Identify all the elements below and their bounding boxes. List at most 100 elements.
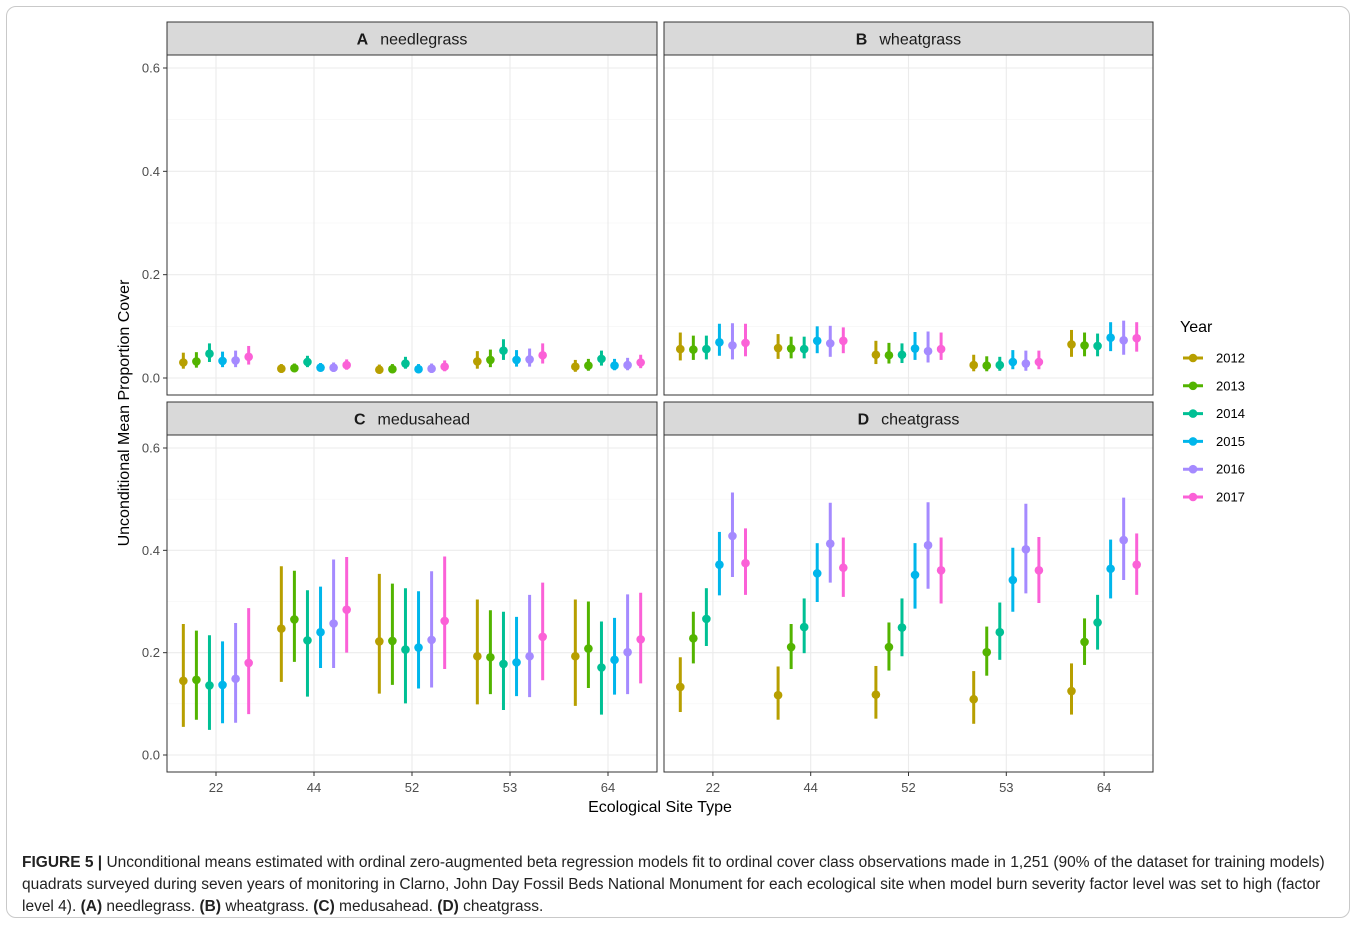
legend-entry-2016: 2016: [1183, 462, 1245, 477]
data-point: [244, 353, 253, 362]
legend-key-point: [1189, 382, 1198, 391]
x-tick-label: 64: [601, 780, 615, 795]
x-tick-label: 44: [803, 780, 817, 795]
y-axis-title: Unconditional Mean Proportion Cover: [116, 279, 133, 546]
data-point: [1022, 359, 1031, 368]
caption-d-label: (D): [437, 898, 459, 915]
data-point: [571, 362, 580, 371]
data-point: [179, 358, 188, 367]
data-point: [715, 338, 724, 347]
data-point: [774, 691, 783, 700]
data-point: [1009, 358, 1018, 367]
data-point: [231, 674, 240, 683]
panel-name: cheatgrass: [881, 412, 959, 429]
data-point: [969, 361, 978, 370]
legend-key-point: [1189, 409, 1198, 418]
data-point: [1067, 340, 1076, 349]
data-point: [924, 347, 933, 356]
data-point: [525, 355, 534, 364]
y-tick-label: 0.0: [142, 371, 160, 386]
data-point: [995, 361, 1004, 370]
data-point: [610, 656, 619, 665]
data-point: [375, 637, 384, 646]
x-tick-label: 53: [503, 780, 517, 795]
data-point: [676, 345, 685, 354]
data-point: [1106, 333, 1115, 342]
data-point: [316, 628, 325, 637]
data-point: [218, 681, 227, 690]
data-point: [1119, 536, 1128, 545]
data-point: [277, 364, 286, 373]
y-tick-label: 0.4: [142, 164, 160, 179]
legend-entry-2013: 2013: [1183, 378, 1245, 393]
data-point: [329, 619, 338, 628]
legend-label: 2017: [1216, 490, 1245, 505]
data-point: [813, 569, 822, 578]
data-point: [427, 364, 436, 373]
data-point: [702, 345, 711, 354]
x-axis-title: Ecological Site Type: [588, 799, 732, 816]
legend-label: 2013: [1216, 378, 1245, 393]
x-tick-label: 22: [706, 780, 720, 795]
data-point: [610, 361, 619, 370]
data-point: [388, 365, 397, 374]
legend-entry-2014: 2014: [1183, 406, 1245, 421]
data-point: [525, 652, 534, 661]
panel-name: wheatgrass: [878, 32, 961, 49]
caption-figure-label: FIGURE 5 |: [22, 854, 102, 871]
data-point: [205, 349, 214, 358]
data-point: [689, 345, 698, 354]
data-point: [636, 635, 645, 644]
data-point: [401, 359, 410, 368]
data-point: [728, 341, 737, 350]
data-point: [969, 695, 978, 704]
data-point: [414, 643, 423, 652]
data-point: [584, 644, 593, 653]
data-point: [375, 365, 384, 374]
data-point: [982, 648, 991, 657]
data-point: [473, 357, 482, 366]
y-tick-label: 0.2: [142, 267, 160, 282]
data-point: [499, 660, 508, 669]
legend-entry-2012: 2012: [1183, 351, 1245, 366]
data-point: [440, 362, 449, 371]
data-point: [813, 337, 822, 346]
data-point: [440, 617, 449, 626]
panel-b-wheatgrass: Bwheatgrass: [664, 22, 1153, 395]
data-point: [623, 648, 632, 657]
panel-letter: B: [856, 32, 868, 49]
data-point: [741, 559, 750, 568]
caption-c-label: (C): [313, 898, 335, 915]
data-point: [800, 623, 809, 632]
legend-entry-2015: 2015: [1183, 434, 1245, 449]
data-point: [329, 363, 338, 372]
data-point: [1067, 687, 1076, 696]
data-point: [597, 355, 606, 364]
data-point: [342, 361, 351, 370]
data-point: [872, 690, 881, 699]
data-point: [303, 358, 312, 367]
data-point: [800, 345, 809, 354]
data-point: [826, 539, 835, 548]
data-point: [787, 643, 796, 652]
data-point: [473, 652, 482, 661]
data-point: [388, 637, 397, 646]
data-point: [995, 628, 1004, 637]
data-point: [898, 623, 907, 632]
data-point: [1035, 358, 1044, 367]
data-point: [872, 350, 881, 359]
y-tick-label: 0.2: [142, 645, 160, 660]
data-point: [277, 624, 286, 633]
data-point: [401, 645, 410, 654]
panel-letter: A: [357, 32, 369, 49]
legend-label: 2016: [1216, 462, 1245, 477]
y-tick-label: 0.4: [142, 543, 160, 558]
data-point: [303, 636, 312, 645]
data-point: [636, 358, 645, 367]
legend-label: 2012: [1216, 351, 1245, 366]
panel-name: needlegrass: [380, 32, 467, 49]
data-point: [885, 643, 894, 652]
x-tick-label: 44: [307, 780, 321, 795]
caption-a-text: needlegrass.: [102, 898, 199, 915]
data-point: [911, 344, 920, 353]
